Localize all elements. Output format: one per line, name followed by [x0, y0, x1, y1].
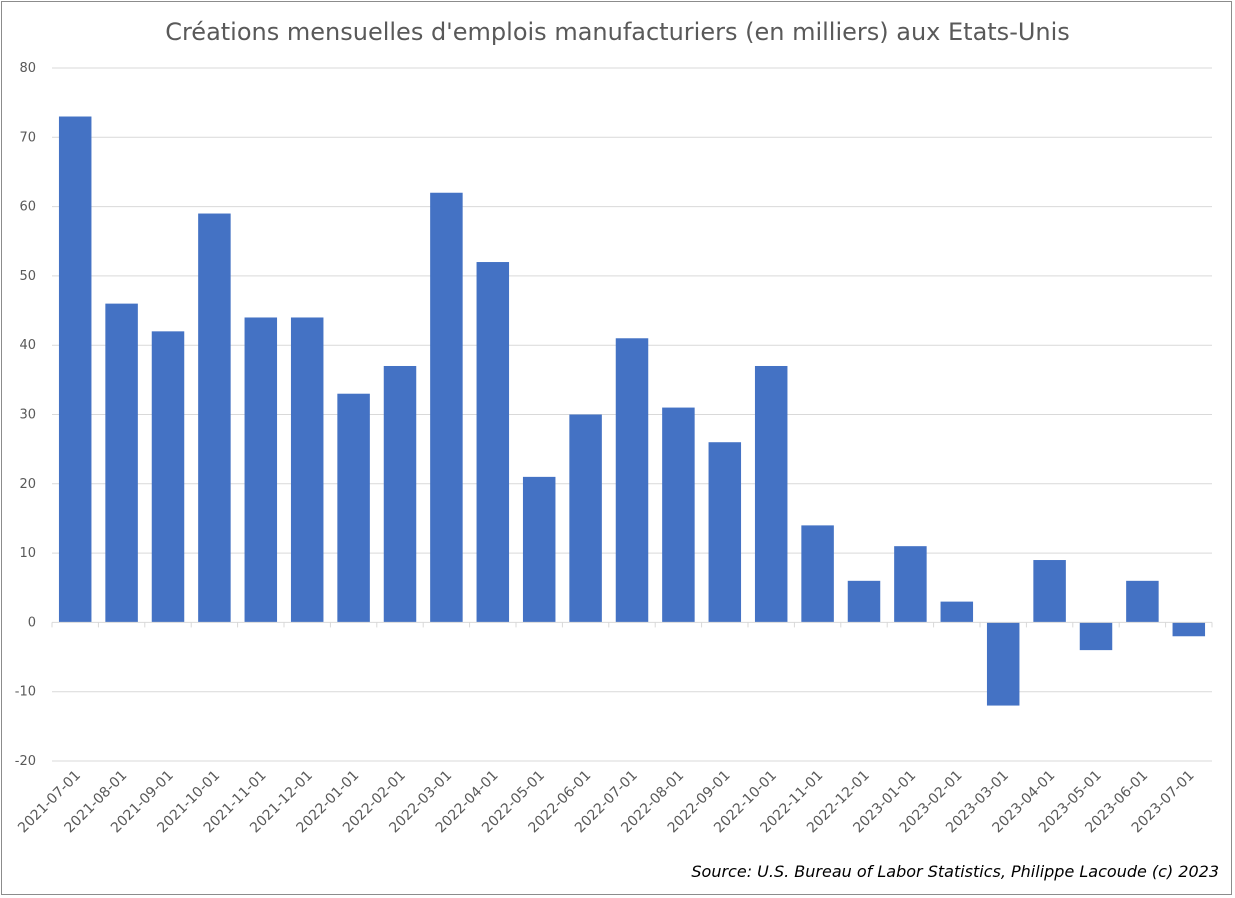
y-tick-label: 40 [19, 338, 36, 353]
y-tick-label: 60 [19, 200, 36, 215]
bars [58, 116, 1206, 706]
y-tick-label: 50 [19, 269, 36, 284]
bar [290, 317, 324, 623]
bar [383, 365, 417, 623]
bar [708, 442, 742, 623]
y-axis: -20 -10 0 10 20 30 40 50 60 70 80 [15, 61, 36, 769]
bar [198, 213, 231, 623]
bar [940, 601, 974, 623]
source-note: Source: U.S. Bureau of Labor Statistics,… [691, 862, 1219, 881]
bar [1126, 580, 1159, 623]
bar [801, 525, 834, 623]
bar [662, 407, 695, 623]
bar [1033, 560, 1066, 623]
bar [1172, 622, 1206, 637]
bar [894, 546, 927, 623]
bar [476, 262, 510, 623]
bar [105, 303, 138, 623]
bar [430, 192, 463, 623]
y-tick-label: -10 [15, 685, 36, 700]
y-tick-label: 70 [19, 130, 36, 145]
bar [569, 414, 602, 623]
bar [337, 393, 370, 623]
bar [58, 116, 92, 623]
y-tick-label: 30 [19, 408, 36, 423]
y-tick-label: 80 [19, 61, 36, 76]
bar [847, 580, 881, 623]
bar [522, 476, 556, 623]
bar [615, 338, 649, 623]
y-tick-label: -20 [15, 754, 36, 769]
bar [754, 365, 788, 623]
y-tick-label: 0 [28, 615, 36, 630]
y-tick-label: 20 [19, 477, 36, 492]
bar [151, 331, 185, 623]
bar [1079, 622, 1113, 651]
bar [986, 622, 1020, 706]
bar [244, 317, 278, 623]
x-axis: 2021-07-012021-08-012021-09-012021-10-01… [15, 621, 1213, 836]
chart-title: Créations mensuelles d'emplois manufactu… [165, 18, 1070, 46]
y-tick-label: 10 [19, 546, 36, 561]
